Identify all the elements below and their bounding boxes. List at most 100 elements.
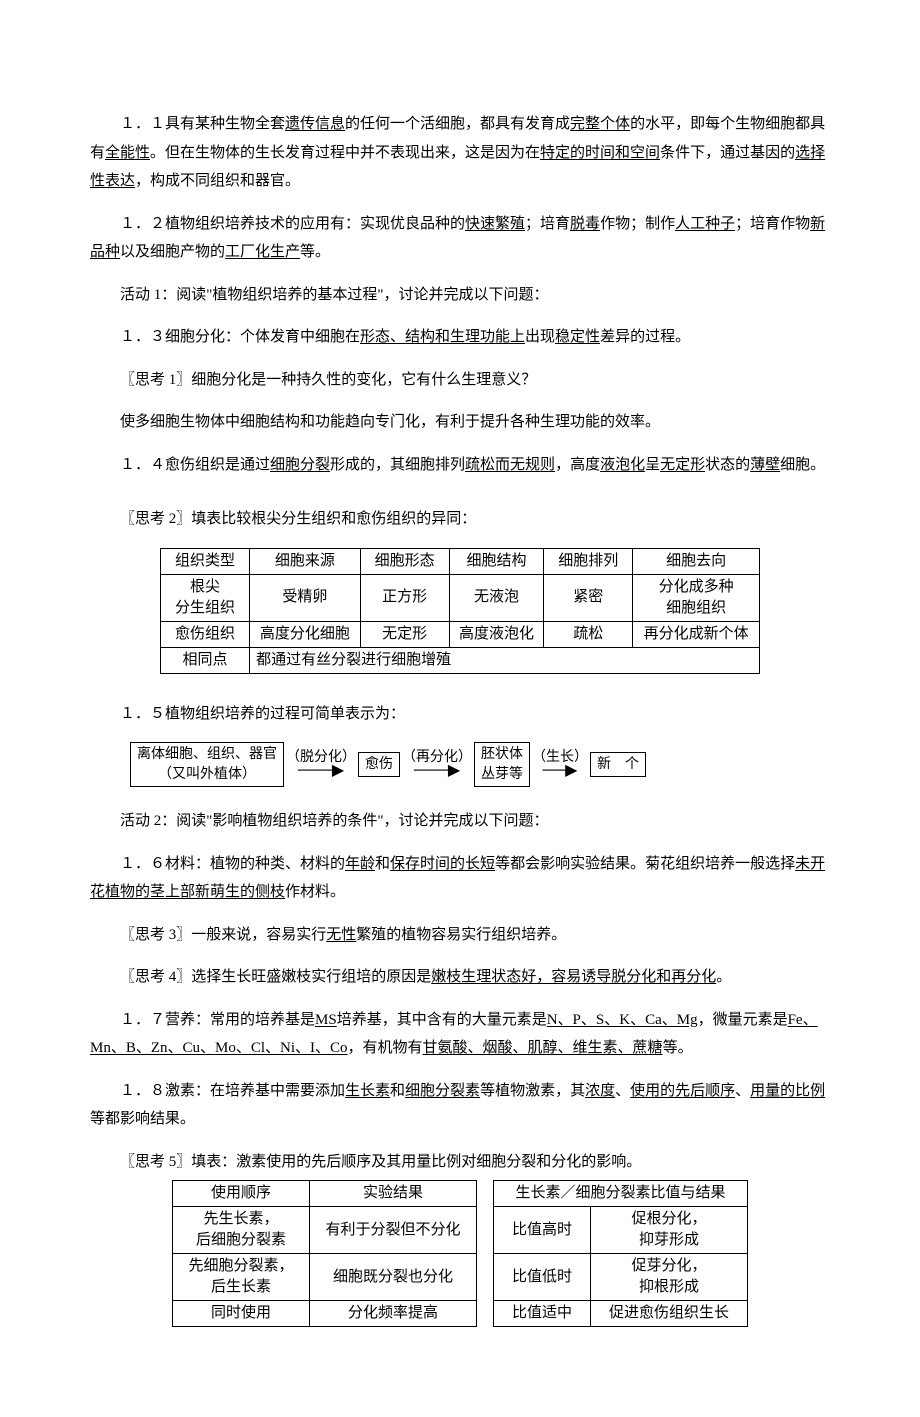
u: 全能性 [105,145,150,161]
flow-node: 愈伤 [358,752,400,778]
flow-edge: （脱分化） ───▶ [286,751,356,779]
td: 促进愈伤组织生长 [591,1301,748,1327]
u: 脱毒 [570,216,600,232]
table-row: 根尖 分生组织 受精卵 正方形 无液泡 紧密 分化成多种 细胞组织 [161,574,760,621]
u: 快速繁殖 [465,216,525,232]
td: 高度分化细胞 [250,621,361,647]
td: 相同点 [161,647,250,673]
td: 促根分化， 抑芽形成 [591,1207,748,1254]
th: 细胞结构 [449,548,543,574]
para-1-1: １．１具有某种生物全套遗传信息的任何一个活细胞，都具有发育成完整个体的水平，即每… [90,110,830,196]
u: 细胞分裂素 [405,1083,480,1099]
flowchart: 离体细胞、组织、器官 （又叫外植体） （脱分化） ───▶ 愈伤 （再分化） ─… [130,742,830,787]
think-1-answer: 使多细胞生物体中细胞结构和功能趋向专门化，有利于提升各种生理功能的效率。 [90,408,830,437]
td: 比值高时 [494,1207,591,1254]
th: 细胞排列 [544,548,633,574]
u: 使用的先后顺序 [630,1083,735,1099]
order-table: 使用顺序 实验结果 先生长素， 后细胞分裂素 有利于分裂但不分化 先细胞分裂素，… [172,1180,477,1327]
text: ；培育 [525,216,570,232]
td: 愈伤组织 [161,621,250,647]
td: 有利于分裂但不分化 [310,1207,477,1254]
text: 等。 [300,244,330,260]
td: 正方形 [360,574,449,621]
think-5: 〖思考 5〗填表：激素使用的先后顺序及其用量比例对细胞分裂和分化的影响。 [90,1148,830,1177]
text: 等都影响结果。 [90,1111,195,1127]
u: 嫩枝生理状态好，容易诱导脱分化和再分化 [431,969,716,985]
arrow-icon: ───▶ [414,763,460,779]
text: 和 [390,1083,405,1099]
text: 等植物激素，其 [480,1083,585,1099]
th: 组织类型 [161,548,250,574]
flow-node: 新 个 [590,752,646,778]
think-3: 〖思考 3〗一般来说，容易实行无性繁殖的植物容易实行组织培养。 [90,921,830,950]
think-4: 〖思考 4〗选择生长旺盛嫩枝实行组培的原因是嫩枝生理状态好，容易诱导脱分化和再分… [90,963,830,992]
th: 实验结果 [310,1181,477,1207]
u: 年龄 [345,856,375,872]
u: 无定形 [660,457,705,473]
td: 比值低时 [494,1254,591,1301]
table-row: 组织类型 细胞来源 细胞形态 细胞结构 细胞排列 细胞去向 [161,548,760,574]
th: 细胞形态 [360,548,449,574]
text: 作物；制作 [600,216,675,232]
comparison-table: 组织类型 细胞来源 细胞形态 细胞结构 细胞排列 细胞去向 根尖 分生组织 受精… [160,548,760,674]
text: ，构成不同组织和器官。 [135,173,300,189]
text: 培养基，其中含有的大量元素是 [337,1012,547,1028]
para-1-4: １．４愈伤组织是通过细胞分裂形成的，其细胞排列疏松而无规则，高度液泡化呈无定形状… [90,451,830,480]
table-row: 使用顺序 实验结果 [173,1181,477,1207]
think-2: 〖思考 2〗填表比较根尖分生组织和愈伤组织的异同： [90,505,830,534]
td: 分化成多种 细胞组织 [633,574,760,621]
text: 〖思考 4〗选择生长旺盛嫩枝实行组培的原因是 [120,969,431,985]
text: 作材料。 [285,884,345,900]
text: ；培育作物 [735,216,810,232]
activity-1: 活动 1：阅读"植物组织培养的基本过程"，讨论并完成以下问题： [90,281,830,310]
activity-2: 活动 2：阅读"影响植物组织培养的条件"，讨论并完成以下问题： [90,807,830,836]
th: 细胞去向 [633,548,760,574]
u: 液泡化 [600,457,645,473]
u: 用量的比例 [750,1083,825,1099]
table-row: 先细胞分裂素， 后生长素 细胞既分裂也分化 [173,1254,477,1301]
u: 细胞分裂 [270,457,330,473]
text: １．７营养：常用的培养基是 [120,1012,315,1028]
td: 细胞既分裂也分化 [310,1254,477,1301]
arrow-icon: ───▶ [298,763,344,779]
u: 工厂化生产 [225,244,300,260]
td: 无定形 [360,621,449,647]
td: 疏松 [544,621,633,647]
u: N、P、S、K、Ca、Mg [547,1012,698,1028]
td: 无液泡 [449,574,543,621]
para-1-7: １．７营养：常用的培养基是MS培养基，其中含有的大量元素是N、P、S、K、Ca、… [90,1006,830,1063]
text: 等。 [663,1040,693,1056]
text: 状态的 [705,457,750,473]
th: 使用顺序 [173,1181,310,1207]
text: １．２植物组织培养技术的应用有：实现优良品种的 [120,216,465,232]
text: 出现 [525,329,555,345]
td: 比值适中 [494,1301,591,1327]
td: 同时使用 [173,1301,310,1327]
table-row: 比值低时 促芽分化， 抑根形成 [494,1254,748,1301]
text: 、 [735,1083,750,1099]
u: 完整个体 [570,116,630,132]
table-row: 比值适中 促进愈伤组织生长 [494,1301,748,1327]
para-1-5: １．５植物组织培养的过程可简单表示为： [90,700,830,729]
u: 生长素 [345,1083,390,1099]
text: 、 [615,1083,630,1099]
td: 先生长素， 后细胞分裂素 [173,1207,310,1254]
ratio-table: 生长素／细胞分裂素比值与结果 比值高时 促根分化， 抑芽形成 比值低时 促芽分化… [493,1180,748,1327]
flow-edge: （再分化） ───▶ [402,751,472,779]
u: MS [315,1012,337,1028]
text: 形成的，其细胞排列 [330,457,465,473]
td: 分化频率提高 [310,1301,477,1327]
u: 浓度 [585,1083,615,1099]
text: ，有机物有 [348,1040,423,1056]
flow-edge: （生长） ──▶ [532,751,588,779]
u: 保存时间的长短 [390,856,495,872]
text: １．８激素：在培养基中需要添加 [120,1083,345,1099]
td: 紧密 [544,574,633,621]
text: １．４愈伤组织是通过 [120,457,270,473]
u: 疏松而无规则 [465,457,555,473]
text: 。 [716,969,731,985]
td: 先细胞分裂素， 后生长素 [173,1254,310,1301]
document-page: １．１具有某种生物全套遗传信息的任何一个活细胞，都具有发育成完整个体的水平，即每… [0,0,920,1417]
u: 人工种子 [675,216,735,232]
td: 受精卵 [250,574,361,621]
